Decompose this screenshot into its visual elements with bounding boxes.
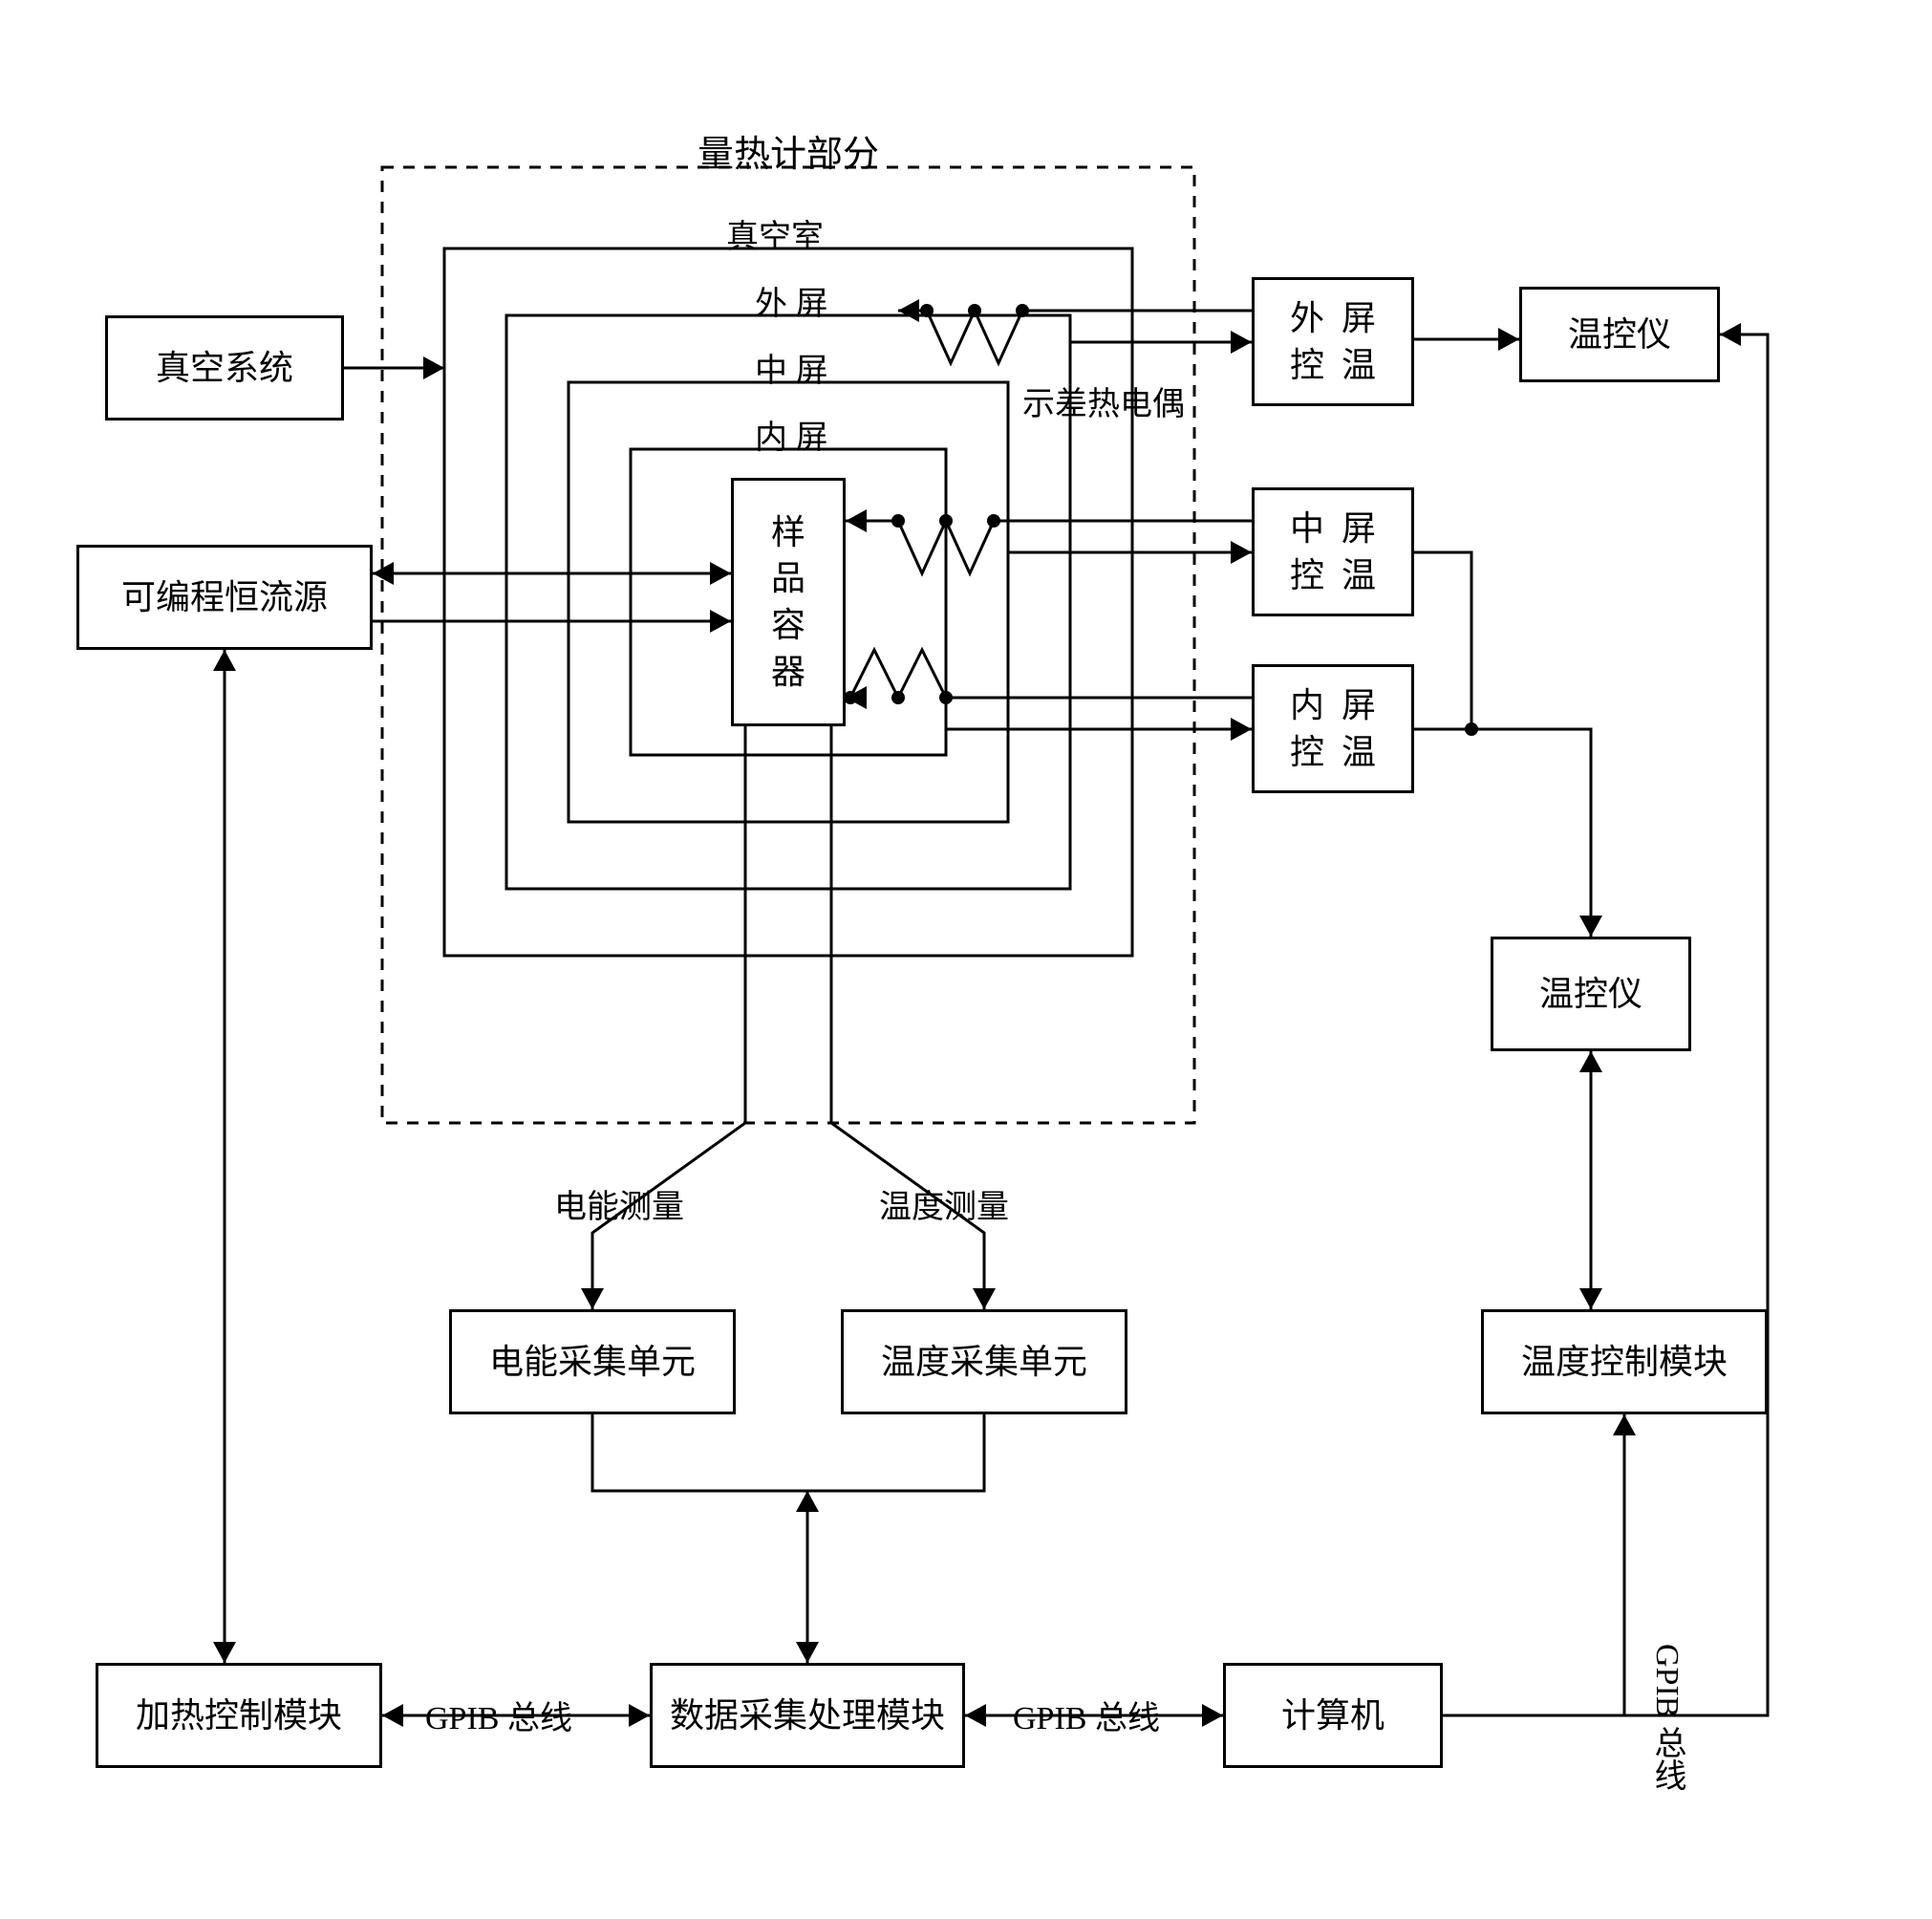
computer-box: 计算机 (1223, 1663, 1443, 1768)
current-source-box: 可编程恒流源 (76, 545, 373, 650)
inner-shield-ctrl-box: 内 屏 控 温 (1252, 664, 1414, 793)
gpib-label-3: GPIB 总线 (1643, 1644, 1690, 1791)
temp-acq-unit-box: 温度采集单元 (841, 1309, 1127, 1414)
temp-controller-1-box: 温控仪 (1519, 287, 1720, 382)
heating-control-module-box: 加热控制模块 (96, 1663, 382, 1768)
vacuum-label: 真空室 (726, 210, 824, 257)
data-acq-module-box: 数据采集处理模块 (650, 1663, 965, 1768)
vacuum-system-box: 真空系统 (105, 315, 344, 420)
outer-shell-label: 外 屏 (755, 277, 828, 324)
thermocouple-label: 示差热电偶 (1022, 377, 1185, 424)
temp-control-module-box: 温度控制模块 (1481, 1309, 1768, 1414)
temp-controller-2-box: 温控仪 (1491, 937, 1691, 1051)
gpib-label-1: GPIB 总线 (425, 1692, 572, 1738)
gpib-label-2: GPIB 总线 (1013, 1692, 1160, 1738)
middle-shell-label: 中 屏 (755, 344, 828, 391)
energy-acq-unit-box: 电能采集单元 (449, 1309, 736, 1414)
title-label: 量热计部分 (698, 124, 879, 177)
diagram-stage: 量热计部分 真空室 外 屏 中 屏 内 屏 示差热电偶 电能测量 温度测量 GP… (0, 0, 1932, 1919)
temp-measure-label: 温度测量 (879, 1180, 1009, 1227)
sample-container-box: 样 品 容 器 (731, 478, 846, 726)
middle-shield-ctrl-box: 中 屏 控 温 (1252, 487, 1414, 616)
outer-shield-ctrl-box: 外 屏 控 温 (1252, 277, 1414, 406)
inner-shell-label: 内 屏 (755, 411, 828, 458)
energy-measure-label: 电能测量 (554, 1180, 684, 1227)
